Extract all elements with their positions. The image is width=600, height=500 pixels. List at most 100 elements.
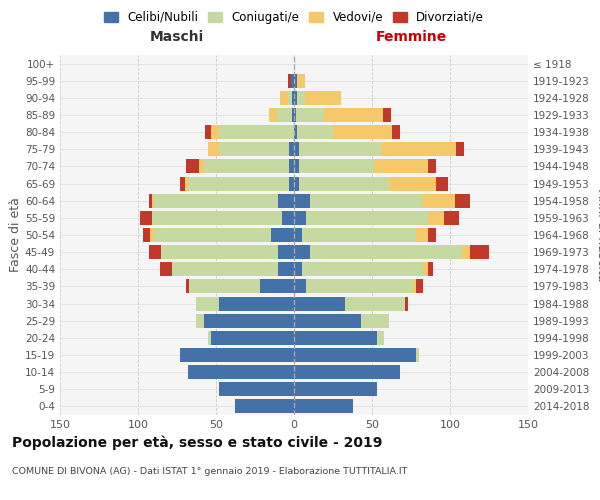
Bar — [297, 125, 333, 139]
Bar — [203, 160, 289, 173]
Bar — [361, 314, 389, 328]
Bar — [196, 314, 203, 328]
Bar — [292, 108, 294, 122]
Bar — [140, 211, 152, 225]
Y-axis label: Fasce di età: Fasce di età — [9, 198, 22, 272]
Bar — [307, 280, 413, 293]
Bar — [219, 382, 294, 396]
Bar — [154, 194, 278, 207]
Bar — [382, 142, 456, 156]
Bar — [281, 211, 294, 225]
Bar — [289, 176, 294, 190]
Text: Femmine: Femmine — [376, 30, 446, 44]
Bar — [278, 194, 294, 207]
Bar — [294, 365, 400, 379]
Bar — [294, 108, 296, 122]
Bar — [346, 296, 405, 310]
Bar — [416, 280, 424, 293]
Bar — [302, 262, 424, 276]
Bar — [203, 314, 294, 328]
Bar — [392, 125, 400, 139]
Bar — [294, 211, 307, 225]
Bar — [456, 142, 464, 156]
Bar — [152, 211, 281, 225]
Bar — [271, 228, 294, 242]
Bar — [377, 331, 385, 345]
Bar — [294, 125, 297, 139]
Bar — [277, 108, 292, 122]
Bar — [294, 91, 297, 105]
Bar — [428, 211, 444, 225]
Bar — [294, 74, 297, 88]
Bar — [413, 280, 416, 293]
Bar — [208, 331, 211, 345]
Bar — [323, 108, 383, 122]
Bar — [428, 160, 436, 173]
Bar — [305, 91, 341, 105]
Y-axis label: Anni di nascita: Anni di nascita — [595, 188, 600, 281]
Bar — [424, 262, 428, 276]
Bar — [211, 125, 219, 139]
Bar — [310, 194, 424, 207]
Bar — [292, 91, 294, 105]
Bar — [297, 91, 305, 105]
Bar — [333, 125, 392, 139]
Bar — [289, 142, 294, 156]
Bar — [187, 280, 190, 293]
Bar — [196, 296, 219, 310]
Bar — [374, 160, 428, 173]
Bar — [294, 228, 302, 242]
Bar — [154, 228, 271, 242]
Bar — [294, 160, 299, 173]
Bar — [260, 280, 294, 293]
Bar — [294, 262, 302, 276]
Bar — [294, 176, 299, 190]
Bar — [288, 74, 291, 88]
Bar — [294, 194, 310, 207]
Bar — [208, 142, 219, 156]
Bar — [470, 245, 489, 259]
Bar — [143, 228, 151, 242]
Bar — [151, 228, 154, 242]
Bar — [149, 245, 161, 259]
Bar — [172, 262, 278, 276]
Bar — [152, 194, 154, 207]
Bar — [299, 160, 374, 173]
Bar — [291, 74, 294, 88]
Bar — [444, 211, 460, 225]
Bar — [428, 228, 436, 242]
Bar — [299, 142, 382, 156]
Bar — [436, 176, 448, 190]
Bar — [188, 176, 289, 190]
Bar — [211, 331, 294, 345]
Bar — [187, 160, 199, 173]
Bar — [278, 262, 294, 276]
Bar — [160, 262, 172, 276]
Bar — [383, 108, 391, 122]
Bar — [294, 382, 377, 396]
Bar — [294, 245, 310, 259]
Bar — [294, 142, 299, 156]
Bar — [199, 160, 203, 173]
Bar — [180, 176, 185, 190]
Bar — [389, 176, 436, 190]
Bar — [190, 280, 260, 293]
Bar — [455, 194, 470, 207]
Bar — [294, 296, 346, 310]
Bar — [180, 348, 294, 362]
Bar — [294, 348, 416, 362]
Bar — [424, 194, 455, 207]
Bar — [294, 400, 353, 413]
Bar — [463, 245, 470, 259]
Bar — [280, 91, 288, 105]
Text: Popolazione per età, sesso e stato civile - 2019: Popolazione per età, sesso e stato civil… — [12, 435, 382, 450]
Bar — [219, 125, 294, 139]
Bar — [428, 262, 433, 276]
Bar — [219, 142, 289, 156]
Bar — [289, 160, 294, 173]
Bar — [310, 245, 463, 259]
Bar — [149, 194, 152, 207]
Bar — [416, 348, 419, 362]
Bar — [278, 245, 294, 259]
Text: Maschi: Maschi — [150, 30, 204, 44]
